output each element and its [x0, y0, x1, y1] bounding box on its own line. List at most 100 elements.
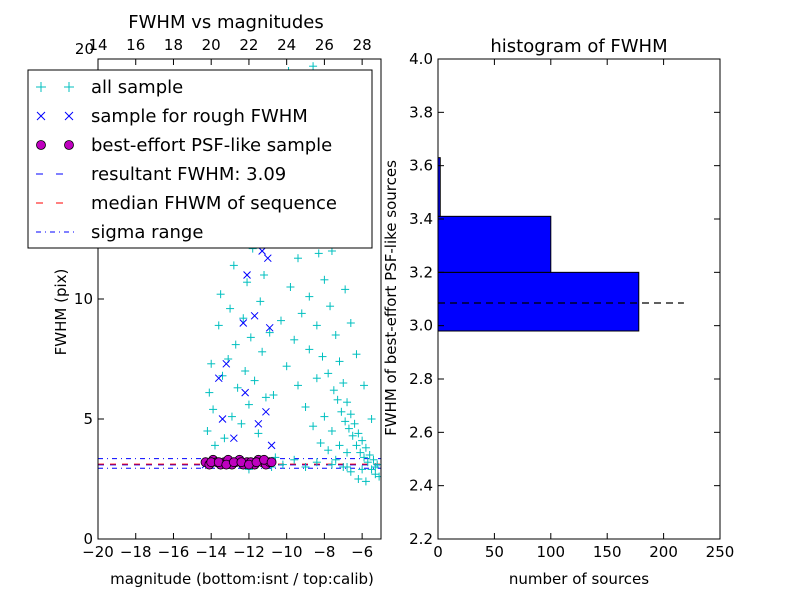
scatter-point-plus [331, 455, 340, 464]
scatter-point-plus [293, 254, 302, 263]
scatter-point-plus [341, 417, 350, 426]
scatter-point-plus [312, 374, 321, 383]
scatter-point-plus [293, 381, 302, 390]
scatter-point-plus [301, 463, 310, 471]
scatter-point-plus [375, 472, 381, 481]
scatter-point-plus [335, 357, 344, 366]
scatter-point-plus [356, 448, 365, 457]
scatter-point-plus [229, 261, 238, 270]
legend-label: median FHWM of sequence [91, 193, 337, 214]
top-tick-label: 24 [277, 36, 296, 54]
left-top-axis-max-label: 20 [75, 40, 94, 58]
left-top-axis: 14 16 18 20 22 24 26 28 [88, 36, 372, 65]
left-y-axis: 0 5 10 [74, 290, 104, 548]
scatter-point-plus [278, 460, 287, 469]
scatter-point-plus [358, 465, 367, 474]
scatter-point-plus [326, 302, 335, 311]
top-tick-label: 16 [126, 36, 145, 54]
top-tick-label: 22 [239, 36, 258, 54]
scatter-point-plus [218, 371, 227, 380]
scatter-point-plus [318, 352, 327, 361]
scatter-point-plus [305, 292, 314, 301]
scatter-point-x [214, 374, 223, 383]
y-tick-label: 10 [74, 290, 93, 308]
scatter-point-plus [260, 271, 269, 279]
x-tick-label: −8 [313, 543, 335, 561]
legend-label: best-effort PSF-like sample [91, 135, 332, 156]
x-tick-label: −14 [195, 543, 227, 561]
scatter-point-plus [360, 453, 369, 462]
scatter-point-plus [269, 391, 278, 399]
scatter-point-plus [290, 335, 299, 344]
legend-item-rough-sample: sample for rough FWHM [36, 106, 308, 127]
scatter-point-plus [265, 328, 274, 337]
scatter-point-plus [361, 443, 370, 452]
scatter-point-x [254, 419, 263, 428]
legend-label: sample for rough FWHM [91, 106, 308, 127]
scatter-point-plus [320, 275, 329, 284]
y-tick-label: 3.2 [409, 263, 433, 281]
x-tick-label: −12 [233, 543, 265, 561]
legend-item-psf-sample: best-effort PSF-like sample [36, 135, 332, 156]
scatter-point-circle [266, 457, 277, 468]
scatter-point-plus [346, 410, 355, 419]
scatter-point-plus [312, 458, 321, 467]
y-tick-label: 3.0 [409, 317, 433, 335]
legend-box [27, 69, 373, 249]
scatter-point-x [258, 247, 266, 255]
scatter-point-plus [354, 475, 363, 483]
scatter-point-plus [233, 383, 242, 392]
scatter-point-plus [282, 362, 291, 371]
y-tick-label: 3.4 [409, 210, 433, 228]
top-tick-label: 26 [315, 36, 334, 54]
scatter-point-plus [358, 436, 367, 445]
x-tick-label: −18 [120, 543, 152, 561]
scatter-point-x [243, 271, 251, 279]
x-tick-label: −16 [158, 543, 190, 561]
y-tick-label: 2.2 [409, 530, 433, 548]
left-chart: FWHM vs magnitudes −20 −18 −16 −14 −12 −10 −8−… [27, 12, 382, 588]
scatter-point-plus [363, 458, 372, 467]
x-tick-label: −20 [82, 543, 114, 561]
y-tick-label: 2.6 [409, 423, 433, 441]
scatter-point-x [263, 254, 272, 263]
scatter-point-plus [301, 403, 310, 411]
scatter-point-plus [214, 321, 223, 330]
scatter-point-plus [312, 321, 321, 330]
scatter-point-plus [244, 400, 253, 409]
scatter-point-plus [243, 278, 252, 287]
scatter-point-plus [343, 463, 352, 471]
scatter-point-plus [314, 249, 323, 258]
scatter-point-x [229, 434, 238, 443]
scatter-point-plus [327, 427, 336, 435]
left-chart-title: FWHM vs magnitudes [128, 12, 323, 33]
scatter-point-plus [335, 441, 344, 450]
right-x-axis-label: number of sources [509, 570, 649, 588]
scatter-point-plus [369, 455, 378, 464]
scatter-point-plus [203, 427, 212, 435]
scatter-point-x [250, 311, 259, 320]
x-tick-label: 150 [593, 543, 622, 561]
legend-marker-circle [64, 140, 74, 150]
top-tick-label: 20 [202, 36, 221, 54]
scatter-point-plus [220, 434, 229, 443]
histogram-bar [438, 215, 552, 273]
scatter-point-x [222, 359, 231, 368]
scatter-point-plus [354, 429, 363, 438]
scatter-point-plus [246, 333, 255, 342]
scatter-point-plus [231, 340, 240, 349]
scatter-point-x [262, 407, 270, 416]
scatter-point-x [241, 388, 250, 397]
y-tick-label: 5 [83, 410, 93, 428]
y-tick-label: 3.8 [409, 103, 433, 121]
scatter-point-plus [216, 290, 225, 299]
scatter-point-plus [227, 412, 236, 421]
x-tick-label: 50 [485, 543, 504, 561]
legend-item-sigma-range: sigma range [36, 222, 203, 243]
legend-marker-circle [36, 140, 46, 150]
legend-item-resultant-fwhm: resultant FWHM: 3.09 [36, 164, 286, 185]
y-tick-label: 4.0 [409, 50, 433, 68]
scatter-point-plus [371, 463, 380, 471]
scatter-point-x [239, 319, 248, 327]
scatter-point-plus [365, 451, 374, 459]
